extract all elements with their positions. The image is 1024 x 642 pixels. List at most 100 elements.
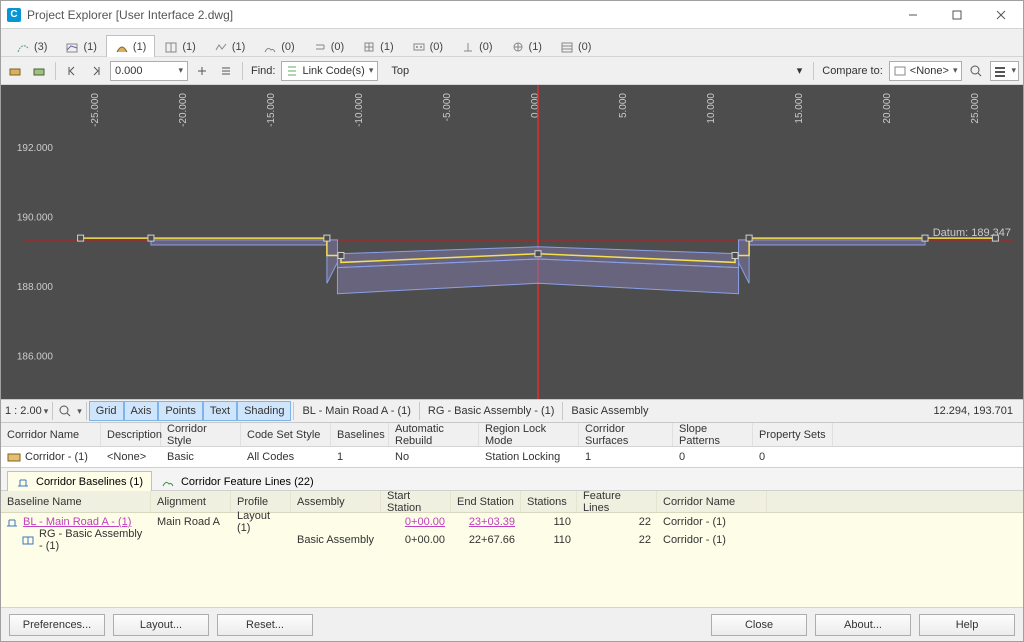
baseline-panel: Baseline NameAlignmentProfileAssemblySta… (1, 491, 1023, 607)
cursor-coords: 12.294, 193.701 (933, 405, 1019, 417)
closebutton[interactable]: Close (711, 614, 807, 636)
toggle-shading[interactable]: Shading (237, 401, 291, 421)
tab-count: (0) (578, 41, 591, 53)
tool-button-3[interactable] (192, 61, 212, 81)
section-viewport[interactable]: -25.000-20.000-15.000-10.000-5.0000.0005… (1, 85, 1023, 399)
search-button[interactable] (966, 61, 986, 81)
baseline-cell: 22 (577, 531, 657, 549)
baseline-link[interactable]: 0+00.00 (405, 516, 445, 528)
close-button[interactable] (979, 1, 1023, 29)
baseline-cell (291, 513, 381, 531)
category-tab[interactable]: (0) (403, 35, 452, 57)
corridor-cell: 0 (753, 447, 833, 467)
corridor-col-header[interactable]: Property Sets (753, 423, 833, 446)
toggle-points[interactable]: Points (158, 401, 203, 421)
layout-button[interactable]: Layout... (113, 614, 209, 636)
preferences-button[interactable]: Preferences... (9, 614, 105, 636)
corridor-cell: Corridor - (1) (1, 447, 101, 467)
zoom-button[interactable] (55, 401, 75, 421)
corridor-col-header[interactable]: Baselines (331, 423, 389, 446)
corridor-grid-row[interactable]: Corridor - (1)<None>BasicAll Codes1NoSta… (1, 447, 1023, 467)
baseline-col-header[interactable]: Profile (231, 491, 291, 512)
maximize-button[interactable] (935, 1, 979, 29)
baseline-link[interactable]: 23+03.39 (469, 516, 515, 528)
breadcrumb-item[interactable]: RG - Basic Assembly - (1) (422, 405, 561, 417)
scale-label[interactable]: 1 : 2.00 (5, 405, 42, 417)
corridor-col-header[interactable]: Slope Patterns (673, 423, 753, 446)
compare-icon (894, 65, 906, 77)
baseline-row[interactable]: BL - Main Road A - (1)Main Road ALayout … (1, 513, 1023, 531)
featurelines-icon (161, 475, 175, 489)
corridor-col-header[interactable]: Description (101, 423, 161, 446)
corridor-col-header[interactable]: Corridor Style (161, 423, 241, 446)
svg-text:190.000: 190.000 (17, 212, 54, 223)
baseline-col-header[interactable]: Alignment (151, 491, 231, 512)
baseline-col-header[interactable]: Baseline Name (1, 491, 151, 512)
corridor-col-header[interactable]: Code Set Style (241, 423, 331, 446)
corridor-col-header[interactable]: Region Lock Mode (479, 423, 579, 446)
category-tab[interactable]: (0) (551, 35, 600, 57)
category-tab[interactable]: (1) (353, 35, 402, 57)
category-tab[interactable]: (1) (155, 35, 204, 57)
station-combo[interactable]: 0.000 ▾ (110, 61, 188, 81)
baseline-col-header[interactable]: Stations (521, 491, 577, 512)
data-icon (560, 40, 574, 54)
svg-text:188.000: 188.000 (17, 282, 54, 293)
helpbutton[interactable]: Help (919, 614, 1015, 636)
compare-label: Compare to: (820, 65, 885, 77)
baseline-col-header[interactable]: End Station (451, 491, 521, 512)
baseline-cell: 22+67.66 (451, 531, 521, 549)
compare-value: <None> (910, 65, 949, 77)
baseline-cell: Corridor - (1) (657, 531, 767, 549)
reset-button[interactable]: Reset... (217, 614, 313, 636)
corridor-cell: No (389, 447, 479, 467)
pipes-icon (313, 40, 327, 54)
category-tab[interactable]: (0) (254, 35, 303, 57)
baseline-cell (151, 531, 231, 549)
chevron-down-icon: ▾ (178, 65, 183, 76)
tab-count: (1) (380, 41, 393, 53)
category-tab[interactable]: (1) (205, 35, 254, 57)
toggle-text[interactable]: Text (203, 401, 237, 421)
compare-combo[interactable]: <None> ▾ (889, 61, 963, 81)
baseline-row[interactable]: RG - Basic Assembly - (1)Basic Assembly0… (1, 531, 1023, 549)
corridor-cell: Basic (161, 447, 241, 467)
baseline-col-header[interactable]: Corridor Name (657, 491, 767, 512)
tool-button-2[interactable] (29, 61, 49, 81)
baseline-col-header[interactable]: Start Station (381, 491, 451, 512)
corridor-col-header[interactable]: Corridor Name (1, 423, 101, 446)
breadcrumb-item[interactable]: Basic Assembly (565, 405, 654, 417)
find-mode-combo[interactable]: Link Code(s) ▾ (281, 61, 378, 81)
breadcrumb-item[interactable]: BL - Main Road A - (1) (296, 405, 416, 417)
tool-button-1[interactable] (5, 61, 25, 81)
tool-button-4[interactable] (216, 61, 236, 81)
category-tab[interactable]: (1) (106, 35, 155, 57)
category-tab[interactable]: (0) (304, 35, 353, 57)
category-tab[interactable]: (1) (56, 35, 105, 57)
toggle-axis[interactable]: Axis (124, 401, 159, 421)
category-tab[interactable]: (1) (502, 35, 551, 57)
about-button[interactable]: About... (815, 614, 911, 636)
svg-text:5.000: 5.000 (618, 93, 629, 118)
category-tab[interactable]: (0) (452, 35, 501, 57)
baseline-link[interactable]: BL - Main Road A - (1) (23, 516, 131, 528)
tab-count: (3) (34, 41, 47, 53)
baseline-col-header[interactable]: Assembly (291, 491, 381, 512)
tab-count: (0) (331, 41, 344, 53)
view-options-combo[interactable]: ▾ (990, 61, 1019, 81)
titlebar: C Project Explorer [User Interface 2.dwg… (1, 1, 1023, 29)
corridor-subtab[interactable]: Corridor Feature Lines (22) (152, 471, 323, 491)
minimize-button[interactable] (891, 1, 935, 29)
corridor-col-header[interactable]: Corridor Surfaces (579, 423, 673, 446)
toggle-grid[interactable]: Grid (89, 401, 124, 421)
subtab-label: Corridor Feature Lines (22) (181, 476, 314, 488)
baseline-col-header[interactable]: Feature Lines (577, 491, 657, 512)
next-station-button[interactable] (86, 61, 106, 81)
corridor-col-header[interactable]: Automatic Rebuild (389, 423, 479, 446)
category-tab[interactable]: (3) (7, 35, 56, 57)
points-icon (461, 40, 475, 54)
prev-station-button[interactable] (62, 61, 82, 81)
find-mode-label: Link Code(s) (302, 65, 364, 77)
corridor-subtab[interactable]: Corridor Baselines (1) (7, 471, 152, 491)
tab-count: (1) (182, 41, 195, 53)
